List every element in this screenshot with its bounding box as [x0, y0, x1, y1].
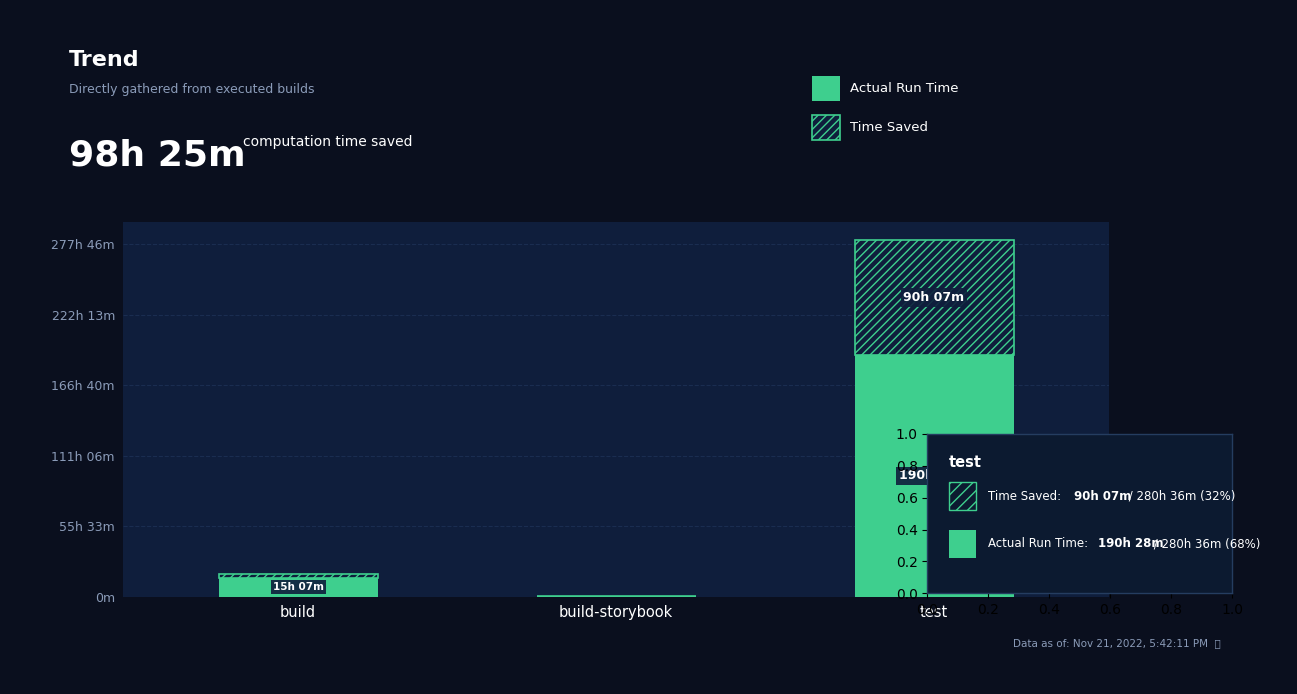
Text: 190h 28m: 190h 28m [1099, 537, 1163, 550]
Text: Directly gathered from executed builds: Directly gathered from executed builds [69, 83, 315, 96]
Text: 90h 07m: 90h 07m [904, 291, 965, 304]
Bar [855, 355, 1013, 597]
Text: test: test [948, 455, 982, 470]
FancyBboxPatch shape [948, 482, 977, 510]
Bar [219, 575, 377, 577]
Text: Actual Run Time:: Actual Run Time: [988, 537, 1092, 550]
Text: Time Saved:: Time Saved: [988, 489, 1065, 502]
Text: 15h 07m: 15h 07m [272, 582, 323, 592]
Text: Time Saved: Time Saved [850, 121, 927, 135]
FancyBboxPatch shape [812, 115, 839, 140]
Text: Trend: Trend [69, 50, 140, 70]
Text: 98h 25m: 98h 25m [69, 138, 246, 172]
Text: 90h 07m: 90h 07m [1074, 489, 1131, 502]
Bar [219, 577, 377, 597]
Text: Actual Run Time: Actual Run Time [850, 82, 958, 95]
Bar [855, 240, 1013, 355]
FancyBboxPatch shape [812, 76, 839, 101]
FancyBboxPatch shape [948, 530, 977, 558]
Text: 190h 28m: 190h 28m [899, 469, 969, 482]
Text: Data as of: Nov 21, 2022, 5:42:11 PM  ⓘ: Data as of: Nov 21, 2022, 5:42:11 PM ⓘ [1013, 638, 1222, 648]
Text: / 280h 36m (68%): / 280h 36m (68%) [1150, 537, 1261, 550]
Text: computation time saved: computation time saved [243, 135, 412, 149]
Text: / 280h 36m (32%): / 280h 36m (32%) [1126, 489, 1236, 502]
